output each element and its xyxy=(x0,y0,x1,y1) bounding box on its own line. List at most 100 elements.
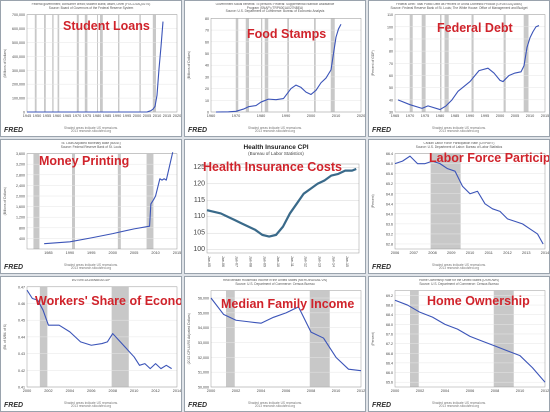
y-tick-label: 0.46 xyxy=(18,302,25,306)
series-header-line: Source: U.S. Department of Commerce: Cen… xyxy=(419,281,499,286)
recession-band xyxy=(44,14,46,113)
series-line xyxy=(215,23,342,113)
x-tick-label: 1945 xyxy=(23,114,31,118)
y-tick-label: 65.2 xyxy=(386,182,393,186)
recession-note-line: Shaded areas indicate US recessions. xyxy=(63,400,119,405)
series-line xyxy=(394,299,546,383)
recession-band xyxy=(117,153,121,249)
fred-logo: FRED xyxy=(188,402,208,409)
x-tick-label: 2011 xyxy=(485,251,493,255)
x-tick-label: 2010 xyxy=(153,114,161,118)
x-tick-label: 2005 xyxy=(143,114,151,118)
x-tick-label: 1980 xyxy=(257,114,265,118)
y-tick-label: 68.4 xyxy=(386,313,393,317)
y-tick-label: 62.8 xyxy=(386,242,393,246)
y-tick-label: 800 xyxy=(19,226,25,230)
x-tick-label: 1970 xyxy=(232,114,240,118)
y-tick-label: 600,000 xyxy=(12,27,25,31)
recession-note-line: Shaded areas indicate US recessions. xyxy=(431,125,487,130)
y-tick-label: 0 xyxy=(23,111,25,115)
y-tick-label: 51,000 xyxy=(198,371,209,375)
recession-band xyxy=(84,14,88,113)
plot-frame xyxy=(394,14,546,113)
y-tick-label: 125 xyxy=(193,164,205,171)
y-tick-label: 115 xyxy=(194,197,205,204)
series-line xyxy=(210,297,362,372)
y-tick-label: 50,000 xyxy=(198,386,209,390)
recession-note: Shaded areas indicate US recessions. 2013… xyxy=(1,263,181,271)
y-tick-label: 67.2 xyxy=(386,342,393,346)
chart-title: Health Insurance Costs xyxy=(203,160,342,174)
y-tick-label: 500,000 xyxy=(12,41,25,45)
plot-svg: 50,000 51,000 52,000 53,000 54,000 55,000 56,0… xyxy=(187,290,365,393)
y-tick-label: 40 xyxy=(389,98,393,102)
y-tick-label: 0.45 xyxy=(18,319,25,323)
series-header: Home Ownership Rate for the United State… xyxy=(369,279,549,286)
y-tick-label: 52,000 xyxy=(198,356,209,360)
y-tick-label: 80 xyxy=(205,17,209,21)
x-tick-label: 2000 xyxy=(307,114,315,118)
y-tick-label: 60 xyxy=(205,40,209,44)
recession-band xyxy=(118,14,120,113)
x-tick-label: 2000 xyxy=(23,389,31,393)
x-tick-label: 2010 xyxy=(151,251,159,255)
y-tick-label: 65.6 xyxy=(386,381,393,385)
x-tick-label: 2008 xyxy=(491,389,499,393)
y-tick-label: 40 xyxy=(205,64,209,68)
series-header: Civilian Labor Force Participation Rate … xyxy=(369,142,549,149)
panel-federal-debt: Federal Debt: Total Public Debt as Perce… xyxy=(368,0,550,137)
y-tick-label: 53,000 xyxy=(198,341,209,345)
y-axis-label: (Percent of GDP) xyxy=(371,50,375,76)
chart-title: Home Ownership xyxy=(427,294,530,308)
series-line xyxy=(44,152,174,245)
y-axis-label: (Billions of Dollars) xyxy=(3,187,7,215)
x-tick-label: 2002 xyxy=(232,389,240,393)
series-header-line: Source: U.S. Department of Labor: Bureau… xyxy=(415,144,503,149)
recession-band xyxy=(226,290,235,387)
recession-band xyxy=(410,290,419,387)
y-tick-label: 100,000 xyxy=(12,97,25,101)
x-tick-label: 1965 xyxy=(63,114,71,118)
y-tick-label: 110 xyxy=(387,13,393,17)
series-header: Federal Debt: Total Public Debt as Perce… xyxy=(369,3,549,10)
fred-site: 2013 research.stlouisfed.org xyxy=(438,129,480,134)
x-tick-label: Jan-11 xyxy=(290,256,294,267)
y-tick-label: 69.2 xyxy=(386,294,393,298)
series-header: St. Louis Adjusted Monetary Base (BASE) S… xyxy=(1,142,181,149)
y-tick-label: 55,000 xyxy=(198,311,209,315)
series-header-line: Home Ownership Rate for the United State… xyxy=(419,279,499,282)
plot-frame xyxy=(26,286,178,388)
x-tick-label: 1990 xyxy=(66,251,74,255)
series-header: Government social benefits: To persons: … xyxy=(185,3,365,14)
x-tick-label: 2008 xyxy=(428,251,436,255)
x-tick-label: 1950 xyxy=(33,114,41,118)
y-tick-label: 400 xyxy=(19,237,25,241)
x-tick-label: 1990 xyxy=(466,114,474,118)
x-tick-label: 2012 xyxy=(151,389,159,393)
y-axis-label: (Millions of Dollars) xyxy=(3,49,7,78)
x-tick-label: 1995 xyxy=(481,114,489,118)
x-tick-label: 2006 xyxy=(391,251,399,255)
x-tick-label: 2020 xyxy=(173,114,181,118)
fred-logo: FRED xyxy=(372,402,392,409)
x-tick-label: Jan-07 xyxy=(235,256,239,267)
y-axis-label: (Bil. of $/Bil. of $) xyxy=(3,324,7,350)
y-tick-label: 64.4 xyxy=(386,202,393,206)
x-tick-label: 2015 xyxy=(163,114,171,118)
x-tick-label: 2000 xyxy=(108,251,116,255)
panel-health-insurance-costs: 100 105 110 115 120 125 Jan-05 Jan-06 Jan-07 Jan-… xyxy=(184,139,366,274)
y-axis-label: (Billions of Dollars) xyxy=(187,51,191,79)
y-tick-label: 30 xyxy=(205,75,209,79)
y-tick-label: 0.44 xyxy=(18,335,25,339)
x-tick-label: 2015 xyxy=(541,114,549,118)
fred-site: 2013 research.stlouisfed.org xyxy=(70,266,112,271)
y-tick-label: 66.0 xyxy=(386,371,393,375)
series-header: Real Median Household Income in the Unit… xyxy=(185,279,365,286)
recession-note: Shaded areas indicate US recessions. 2013… xyxy=(1,126,181,134)
x-tick-label: 1965 xyxy=(391,114,399,118)
y-tick-label: 66.4 xyxy=(386,152,393,156)
x-tick-label: 2004 xyxy=(257,389,265,393)
x-tick-label: 2014 xyxy=(173,389,181,393)
x-tick-label: Jan-10 xyxy=(276,256,280,267)
y-tick-label: 67.6 xyxy=(386,332,393,336)
